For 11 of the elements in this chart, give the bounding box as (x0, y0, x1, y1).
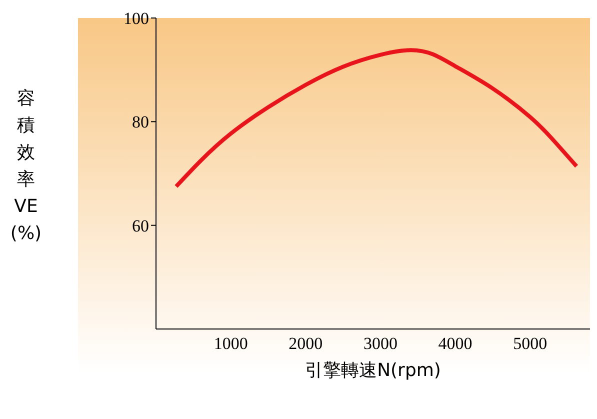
x-tick-label: 2000 (288, 334, 323, 354)
x-tick-label: 1000 (214, 334, 248, 354)
y-axis-title: 容積效率 VE (%) (9, 87, 43, 246)
x-tick-label: 3000 (363, 334, 398, 354)
y-tick-label: 80 (132, 112, 149, 132)
y-tick-label: 100 (124, 9, 149, 28)
x-tick-label: 5000 (513, 334, 548, 354)
x-axis-title: 引擎轉速N(rpm) (305, 360, 441, 381)
y-tick-label: 60 (132, 216, 149, 236)
x-tick-label: 4000 (438, 334, 472, 354)
line-series (174, 48, 579, 188)
